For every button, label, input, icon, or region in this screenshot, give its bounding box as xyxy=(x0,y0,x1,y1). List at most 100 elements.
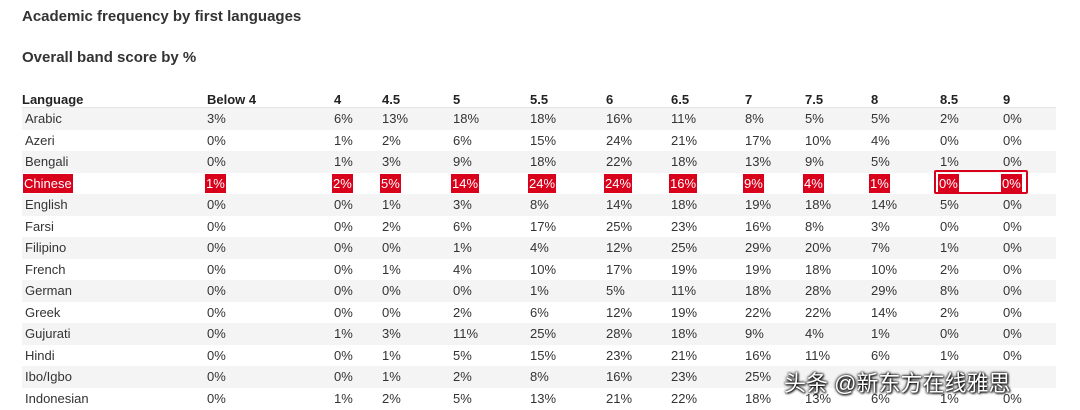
score-cell: 0% xyxy=(453,280,530,302)
column-header: 7.5 xyxy=(805,89,871,108)
score-cell: 11% xyxy=(671,280,745,302)
score-cell: 16% xyxy=(745,347,772,363)
score-cell: 5% xyxy=(453,390,472,406)
score-cell: 5% xyxy=(380,173,453,195)
score-cell: 6% xyxy=(453,132,472,148)
score-cell: 0% xyxy=(1003,323,1056,345)
column-header: Below 4 xyxy=(207,89,334,108)
column-header: 6.5 xyxy=(671,89,745,108)
score-cell: 21% xyxy=(671,132,698,148)
language-cell: Arabic xyxy=(22,107,207,130)
score-cell: 15% xyxy=(530,347,557,363)
score-cell: 11% xyxy=(671,107,745,130)
band-score-table: Language Below 4 4 4.5 5 5.5 6 6.5 7 7.5 8 8.5 9 Ara… xyxy=(22,89,1056,409)
highlighted-value: 24% xyxy=(604,173,633,193)
score-cell: 28% xyxy=(606,323,671,345)
score-cell: 2% xyxy=(453,366,530,388)
score-cell: 0% xyxy=(1003,390,1022,406)
score-cell: 1% xyxy=(382,366,453,388)
score-cell: 1% xyxy=(869,173,940,195)
score-cell: 3% xyxy=(382,151,453,173)
score-cell: 0% xyxy=(207,390,226,406)
score-cell: 18% xyxy=(745,280,805,302)
score-cell: 24% xyxy=(606,132,633,148)
score-cell: 28% xyxy=(805,280,871,302)
highlighted-value: 4% xyxy=(803,173,824,193)
column-header: 4 xyxy=(334,89,382,108)
table-header-row: Language Below 4 4 4.5 5 5.5 6 6.5 7 7.5 8 8.5 9 xyxy=(22,89,1056,108)
score-cell: 0% xyxy=(334,218,353,234)
score-cell: 18% xyxy=(745,390,772,406)
score-cell: 0% xyxy=(1001,173,1056,195)
score-cell: 0% xyxy=(1003,347,1022,363)
highlighted-value: 9% xyxy=(743,173,764,193)
score-cell: 2% xyxy=(382,218,401,234)
score-cell: 17% xyxy=(606,261,633,277)
score-cell: 1% xyxy=(382,194,453,216)
score-cell: 24% xyxy=(604,173,671,195)
score-cell: 4% xyxy=(530,237,606,259)
table-row: Bengali 0% 1% 3% 9% 18% 22% 18% 13% 9% 5% 1% 0% xyxy=(22,151,1056,173)
column-header: 8 xyxy=(871,89,940,108)
score-cell xyxy=(1003,366,1056,388)
highlighted-value: 2% xyxy=(332,173,353,193)
score-cell: 18% xyxy=(671,323,745,345)
score-cell: 1% xyxy=(334,390,353,406)
score-cell: 6% xyxy=(871,390,890,406)
score-cell: 29% xyxy=(871,280,940,302)
score-cell: 13% xyxy=(745,151,805,173)
score-cell: 22% xyxy=(805,304,832,320)
score-cell: 17% xyxy=(530,218,557,234)
score-cell: 19% xyxy=(671,261,698,277)
highlighted-value: 16% xyxy=(669,173,698,193)
watermark: 头条 @新东方在线雅思 xyxy=(784,371,1011,396)
score-cell: 4% xyxy=(453,261,472,277)
score-cell: 6% xyxy=(453,218,472,234)
highlighted-value: Chinese xyxy=(23,173,73,193)
score-cell: 3% xyxy=(382,323,453,345)
score-cell: 0% xyxy=(940,218,959,234)
table-row: Farsi 0% 0% 2% 6% 17% 25% 23% 16% 8% 3% 0% 0% xyxy=(22,216,1056,238)
score-cell: 11% xyxy=(805,347,831,363)
score-cell: 5% xyxy=(453,347,472,363)
score-cell: 4% xyxy=(871,132,890,148)
score-cell: 0% xyxy=(940,132,959,148)
score-cell: 18% xyxy=(671,151,745,173)
score-cell xyxy=(940,366,1003,388)
score-cell: 1% xyxy=(530,280,606,302)
table-row: Indonesian 0% 1% 2% 5% 13% 21% 22% 18% 13% 6% 1% 0% xyxy=(22,388,1056,410)
score-cell xyxy=(805,366,871,388)
score-cell: 0% xyxy=(334,304,353,320)
score-cell: 25% xyxy=(745,366,805,388)
score-cell: 8% xyxy=(530,194,606,216)
score-cell: 0% xyxy=(1003,237,1056,259)
score-cell: 5% xyxy=(805,107,871,130)
score-cell: 24% xyxy=(528,173,606,195)
table-row: Gujurati 0% 1% 3% 11% 25% 28% 18% 9% 4% 1% 0% 0% xyxy=(22,323,1056,345)
score-cell: 1% xyxy=(871,323,940,345)
score-cell: 0% xyxy=(382,280,453,302)
score-cell: 0% xyxy=(207,237,334,259)
score-cell: 25% xyxy=(606,218,633,234)
score-cell: 0% xyxy=(334,194,382,216)
score-cell: 2% xyxy=(940,107,1003,130)
column-header: 4.5 xyxy=(382,89,453,108)
score-cell: 21% xyxy=(606,390,633,406)
score-cell: 1% xyxy=(940,237,1003,259)
score-cell: 1% xyxy=(205,173,334,195)
score-cell: 13% xyxy=(530,390,557,406)
score-cell: 17% xyxy=(745,132,772,148)
score-cell: 14% xyxy=(871,194,940,216)
score-cell: 15% xyxy=(530,132,557,148)
score-cell: 1% xyxy=(334,132,353,148)
language-cell: Filipino xyxy=(22,237,207,259)
score-cell: 18% xyxy=(530,107,606,130)
table-row: Chinese 1% 2% 5% 14% 24% 24% 16% 9% 4% 1% 0% 0% xyxy=(22,173,1056,195)
score-cell: 8% xyxy=(940,280,1003,302)
score-cell: 0% xyxy=(207,151,334,173)
language-cell: Greek xyxy=(25,304,61,320)
score-cell: 19% xyxy=(745,194,805,216)
score-cell: 10% xyxy=(530,261,557,277)
score-cell: 0% xyxy=(334,237,382,259)
column-header: 5.5 xyxy=(530,89,606,108)
